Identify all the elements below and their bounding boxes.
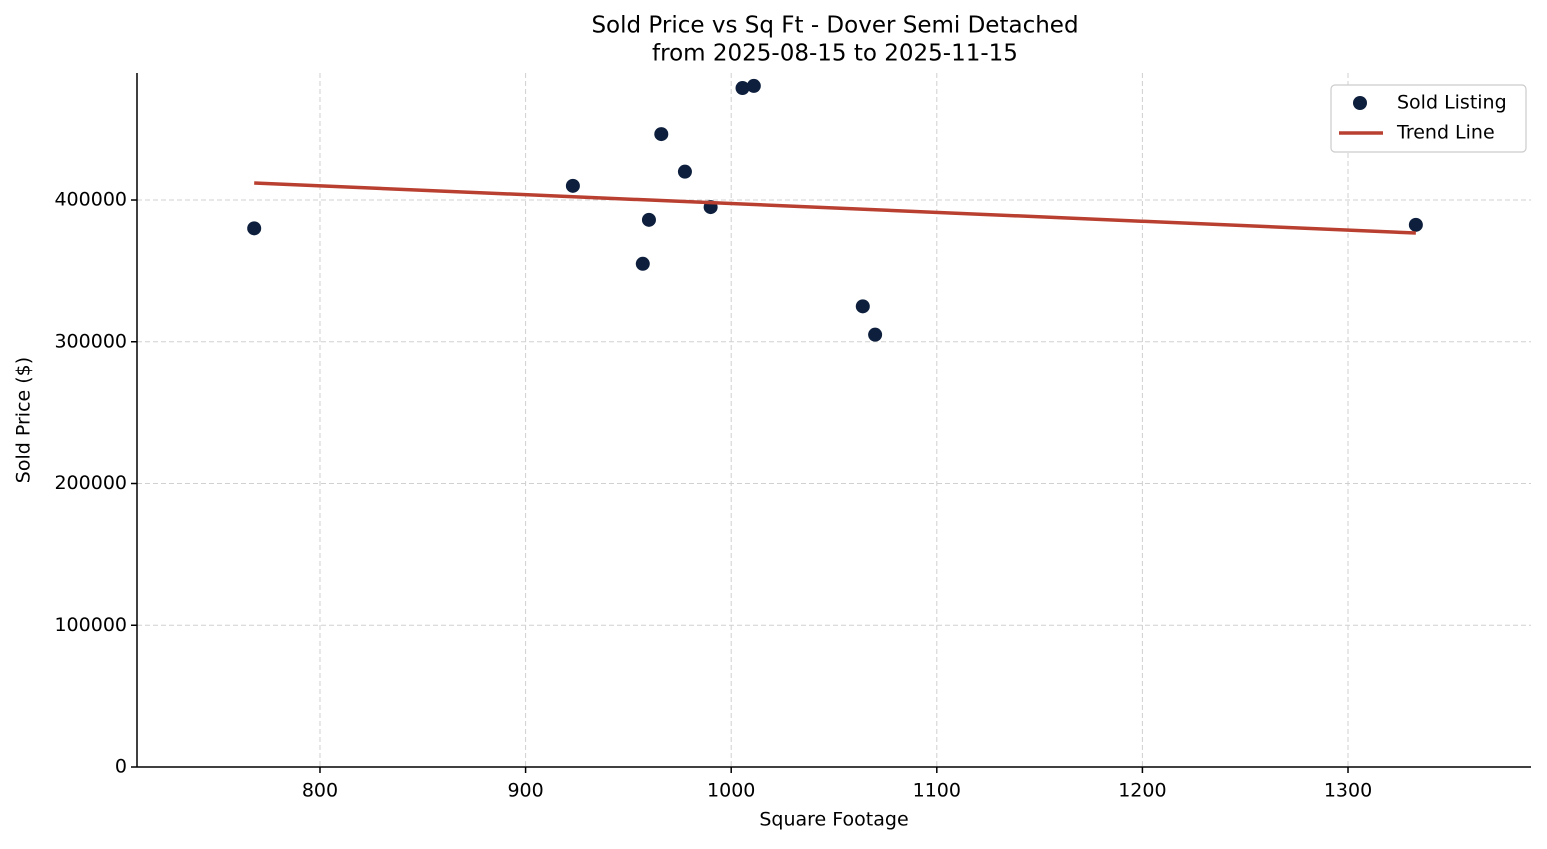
- x-tick-label: 800: [302, 780, 338, 802]
- point: [735, 81, 750, 96]
- point: [641, 212, 656, 227]
- x-tick-label: 1000: [707, 780, 755, 802]
- point: [565, 178, 580, 193]
- legend-box: [1330, 84, 1527, 153]
- chart-title: Sold Price vs Sq Ft - Dover Semi Detache…: [591, 13, 1078, 39]
- y-tick-label: 400000: [54, 189, 127, 211]
- legend: Sold Listing Trend Line: [1330, 84, 1527, 153]
- y-tick-label: 200000: [54, 472, 127, 494]
- point: [855, 299, 870, 314]
- y-tick-label: 300000: [54, 330, 127, 352]
- legend-label: Sold Listing: [1397, 92, 1507, 114]
- x-axis-label: Square Footage: [759, 809, 908, 831]
- point: [1408, 217, 1423, 232]
- point: [635, 256, 650, 271]
- y-tick-label: 100000: [54, 614, 127, 636]
- chart-subtitle: from 2025-08-15 to 2025-11-15: [652, 41, 1018, 67]
- y-tick-label: 0: [115, 756, 127, 778]
- x-tick-label: 1100: [913, 780, 961, 802]
- point: [868, 327, 883, 342]
- y-axis-label: Sold Price ($): [13, 357, 35, 483]
- x-tick-label: 1200: [1118, 780, 1166, 802]
- x-tick-label: 1300: [1324, 780, 1372, 802]
- legend-marker: [1353, 96, 1367, 110]
- point: [247, 221, 262, 236]
- point: [654, 127, 669, 142]
- point: [677, 164, 692, 179]
- x-tick-label: 900: [507, 780, 543, 802]
- point: [746, 78, 761, 93]
- legend-label: Trend Line: [1396, 122, 1495, 144]
- trend-line: [254, 181, 1416, 235]
